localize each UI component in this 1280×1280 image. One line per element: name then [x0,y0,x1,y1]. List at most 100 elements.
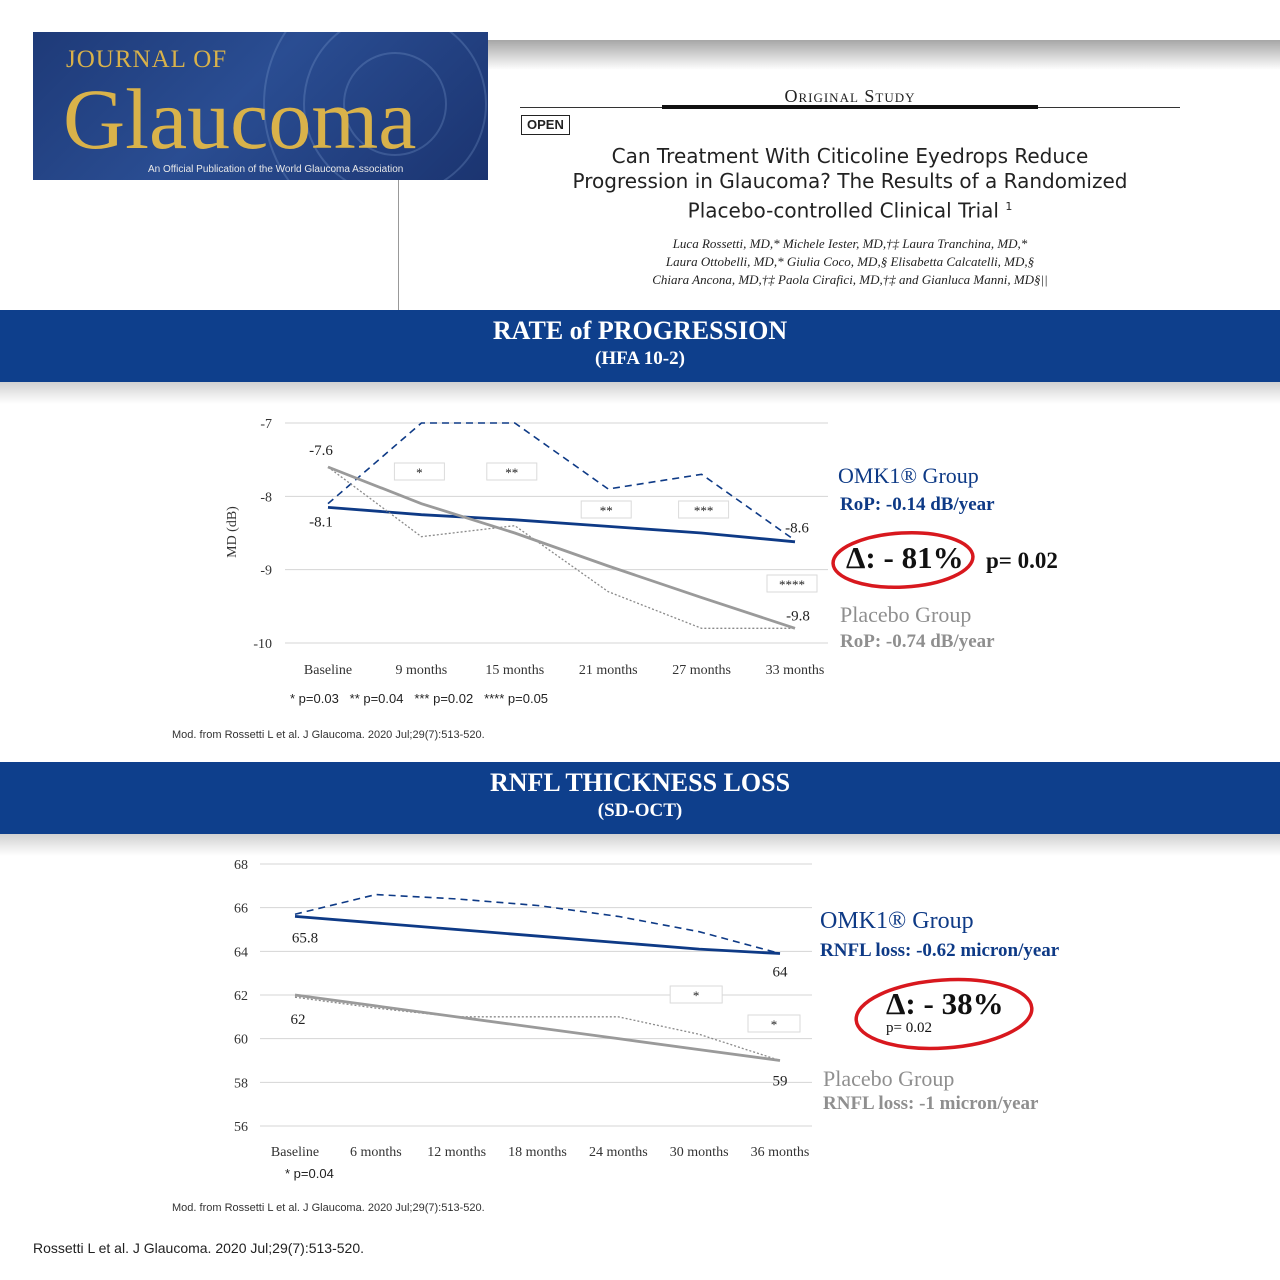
banner-shadow [0,834,1280,856]
data-label: 59 [773,1074,788,1090]
placebo-rop: RoP: -0.74 dB/year [840,631,995,652]
significance-footnote: * p=0.04 [285,1166,334,1181]
source-note: Mod. from Rossetti L et al. J Glaucoma. … [172,729,485,741]
series-line [327,422,796,541]
author-list: Luca Rossetti, MD,* Michele Iester, MD,†… [520,235,1180,289]
highlight-ellipse [854,977,1034,1051]
article-title: Can Treatment With Citicoline Eyedrops R… [520,144,1180,224]
significance-box [393,462,445,481]
title-line: Placebo-controlled Clinical Trial 1 [520,194,1180,224]
significance-box [580,500,632,519]
cover-decoration [303,32,487,180]
open-access-badge: OPEN [521,115,570,135]
significance-box [766,574,818,593]
chart-series [327,422,796,630]
placebo-group-label: Placebo Group [840,602,972,627]
placebo-rnfl-loss: RNFL loss: -1 micron/year [823,1093,1039,1114]
omk-group-label: OMK1® Group [820,908,974,934]
significance-marker: * [693,988,700,1003]
rnfl-thickness-chart: 68 66 64 62 60 58 56 Baseline 6 months 12 months… [234,858,812,1160]
y-tick-label: 68 [234,858,248,873]
highlight-circle [831,531,975,589]
y-axis-ticks: 68 66 64 62 60 58 56 [234,858,248,1135]
cover-decoration [343,52,447,156]
value-labels: 65.8 62 64 59 [291,930,789,1089]
series-line [327,465,796,630]
banner-shadow [0,382,1280,404]
significance-marker: **** [779,577,805,592]
author-line: Chiara Ancona, MD,†‡ Paola Cirafici, MD,… [652,272,1048,287]
title-line: Progression in Glaucoma? The Results of … [572,169,1128,193]
significance-marker: * [416,465,423,480]
x-tick-label: 27 months [672,663,731,678]
x-tick-label: 15 months [485,663,544,678]
significance-box [486,462,538,481]
journal-of-label: JOURNAL OF [66,46,228,73]
citation: Rossetti L et al. J Glaucoma. 2020 Jul;2… [33,1240,364,1256]
significance-box [678,500,730,519]
data-label: -9.8 [786,608,810,624]
author-line: Laura Ottobelli, MD,* Giulia Coco, MD,§ … [665,254,1035,269]
highlight-ellipse [831,531,975,589]
p-value: p= 0.02 [886,1020,932,1036]
y-tick-label: 64 [234,945,248,960]
y-tick-label: -8 [260,490,272,505]
author-line: Luca Rossetti, MD,* Michele Iester, MD,†… [672,236,1028,251]
series-line [294,996,781,1062]
x-tick-label: 12 months [427,1145,486,1160]
y-tick-label: -7 [260,417,272,432]
header-shadow [488,40,1280,70]
significance-footnote: * p=0.03 ** p=0.04 *** p=0.02 **** p=0.0… [290,691,549,706]
banner-subtitle: (SD-OCT) [597,800,683,821]
journal-name: Glaucoma [63,71,417,167]
significance-markers: * **** ******* [393,462,818,593]
data-label: -8.1 [309,515,333,531]
chart-grid [285,422,828,644]
placebo-group-label: Placebo Group [823,1066,955,1091]
header-divider [398,180,399,310]
p-value: p= 0.02 [986,548,1058,573]
y-tick-label: -10 [253,637,272,652]
title-superscript: 1 [1005,200,1013,213]
title-line-text: Placebo-controlled Clinical Trial [687,198,999,223]
significance-markers: ** [669,985,801,1033]
banner-subtitle: (HFA 10-2) [595,348,685,369]
journal-subtitle: An Official Publication of the World Gla… [148,164,404,175]
x-tick-label: 9 months [396,663,448,678]
series-line [294,993,781,1062]
delta-value: Δ: - 81% [846,540,964,575]
data-label: 65.8 [292,930,318,946]
banner-title: RNFL THICKNESS LOSS [489,768,791,797]
x-tick-label: Baseline [304,663,352,678]
journal-cover: JOURNAL OF Glaucoma An Official Publicat… [33,32,488,180]
significance-box [669,985,723,1004]
delta-value: Δ: - 38% [886,986,1004,1021]
series-line [294,915,781,955]
md-progression-chart: -7 -8 -9 -10 Baseline 9 months 15 months 21 mo… [225,417,828,678]
x-tick-label: 24 months [589,1145,648,1160]
data-label: -7.6 [309,443,333,459]
x-tick-label: Baseline [271,1145,319,1160]
y-tick-label: 56 [234,1120,248,1135]
section-rule-bold [662,105,1038,109]
y-tick-label: -9 [260,564,272,579]
data-label: 64 [773,965,789,981]
x-axis-ticks: Baseline 9 months 15 months 21 months 27 mon… [304,663,824,678]
x-tick-label: 21 months [579,663,638,678]
significance-marker: * [771,1017,778,1032]
omk-rop: RoP: -0.14 dB/year [840,494,995,515]
data-label: -8.6 [785,520,809,536]
significance-marker: ** [600,503,613,518]
y-tick-label: 58 [234,1076,248,1091]
x-tick-label: 33 months [766,663,825,678]
x-tick-label: 36 months [751,1145,810,1160]
x-tick-label: 18 months [508,1145,567,1160]
data-label: 62 [291,1012,306,1028]
series-line [294,893,781,955]
chart-series [294,893,781,1062]
title-line: Can Treatment With Citicoline Eyedrops R… [611,144,1089,168]
y-tick-label: 66 [234,902,248,917]
y-tick-label: 60 [234,1033,248,1048]
x-tick-label: 30 months [670,1145,729,1160]
section-banner-progression: RATE of PROGRESSION (HFA 10-2) [0,310,1280,382]
